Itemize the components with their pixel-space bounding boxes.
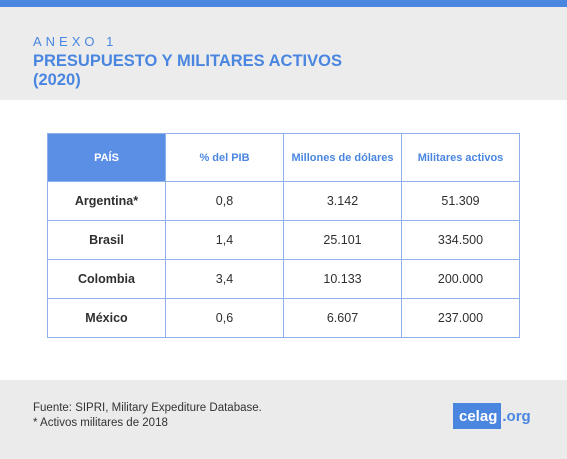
table-row: Brasil 1,4 25.101 334.500	[47, 220, 520, 260]
table-header-row: PAÍS % del PIB Millones de dólares Milit…	[47, 133, 520, 182]
annex-label: ANEXO 1	[33, 34, 118, 49]
gdp-percent-cell: 3,4	[165, 259, 284, 299]
source-note: Fuente: SIPRI, Military Expediture Datab…	[33, 402, 262, 414]
column-header-million-dollars: Millones de dólares	[283, 133, 402, 182]
page-title: PRESUPUESTO Y MILITARES ACTIVOS (2020)	[33, 52, 342, 89]
header: ANEXO 1 PRESUPUESTO Y MILITARES ACTIVOS …	[0, 7, 567, 100]
country-cell: Colombia	[47, 259, 166, 299]
column-header-gdp-percent: % del PIB	[165, 133, 284, 182]
gdp-percent-cell: 0,6	[165, 298, 284, 338]
column-header-country: PAÍS	[47, 133, 166, 182]
footer: Fuente: SIPRI, Military Expediture Datab…	[0, 380, 567, 459]
table-row: México 0,6 6.607 237.000	[47, 298, 520, 338]
main-panel: PAÍS % del PIB Millones de dólares Milit…	[0, 100, 567, 380]
active-military-cell: 51.309	[401, 181, 520, 221]
country-cell: Brasil	[47, 220, 166, 260]
active-military-cell: 200.000	[401, 259, 520, 299]
active-military-cell: 334.500	[401, 220, 520, 260]
footnote: * Activos militares de 2018	[33, 417, 168, 429]
gdp-percent-cell: 1,4	[165, 220, 284, 260]
data-table: PAÍS % del PIB Millones de dólares Milit…	[47, 133, 520, 338]
column-header-active-military: Militares activos	[401, 133, 520, 182]
million-dollars-cell: 10.133	[283, 259, 402, 299]
country-cell: México	[47, 298, 166, 338]
million-dollars-cell: 6.607	[283, 298, 402, 338]
celag-logo: celag .org	[453, 403, 532, 429]
gdp-percent-cell: 0,8	[165, 181, 284, 221]
table-row: Colombia 3,4 10.133 200.000	[47, 259, 520, 299]
million-dollars-cell: 3.142	[283, 181, 402, 221]
top-accent-bar	[0, 0, 567, 7]
logo-main-text: celag	[453, 403, 502, 429]
active-military-cell: 237.000	[401, 298, 520, 338]
logo-ext-text: .org	[502, 407, 531, 425]
million-dollars-cell: 25.101	[283, 220, 402, 260]
table-row: Argentina* 0,8 3.142 51.309	[47, 181, 520, 221]
country-cell: Argentina*	[47, 181, 166, 221]
